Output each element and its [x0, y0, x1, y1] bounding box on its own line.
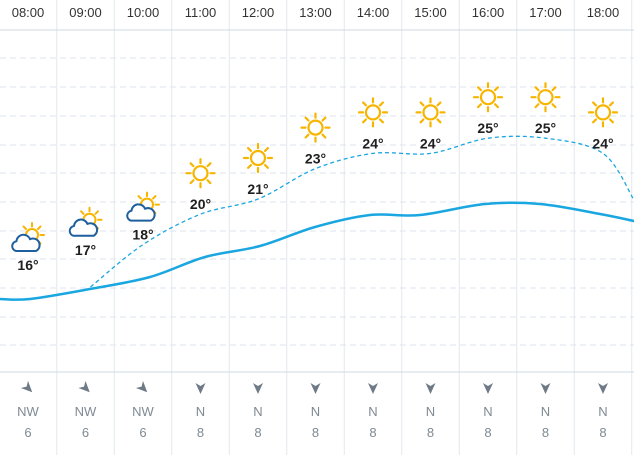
wind-arrow-icon [253, 383, 263, 394]
wind-speed-label: 6 [139, 425, 146, 440]
hour-column: 09:00 17° NW 6 [68, 5, 103, 440]
temperature-label: 16° [17, 257, 38, 273]
wind-direction-label: NW [75, 404, 97, 419]
partly-cloudy-icon [126, 191, 160, 222]
sun-icon [587, 97, 619, 128]
hour-column: 11:00 20° N 8 [185, 5, 217, 440]
partly-cloudy-icon [11, 222, 45, 252]
wind-speed-label: 6 [82, 425, 89, 440]
hour-label: 12:00 [242, 5, 275, 20]
wind-speed-label: 8 [599, 425, 606, 440]
hour-column: 15:00 24° N 8 [414, 5, 447, 440]
hour-label: 08:00 [12, 5, 45, 20]
wind-direction-label: N [598, 404, 607, 419]
temperature-curves [0, 135, 634, 301]
sun-icon [242, 142, 274, 174]
temperature-label: 25° [477, 120, 498, 136]
wind-speed-label: 8 [254, 425, 261, 440]
sun-icon [300, 112, 331, 143]
temperature-label: 24° [592, 135, 613, 151]
hour-label: 18:00 [587, 5, 620, 20]
hour-label: 14:00 [357, 5, 390, 20]
wind-arrow-icon [483, 383, 493, 394]
wind-speed-label: 8 [542, 425, 549, 440]
wind-direction-label: NW [132, 404, 154, 419]
hour-column: 16:00 25° N 8 [472, 5, 505, 440]
wind-arrow-icon [135, 380, 148, 393]
wind-direction-label: NW [17, 404, 39, 419]
wind-direction-label: N [311, 404, 320, 419]
wind-direction-label: N [196, 404, 205, 419]
hour-label: 13:00 [299, 5, 332, 20]
wind-direction-label: N [541, 404, 550, 419]
temperature-label: 24° [362, 135, 383, 151]
hour-column: 08:00 16° NW 6 [11, 5, 45, 440]
wind-direction-label: N [483, 404, 492, 419]
hour-label: 11:00 [185, 5, 217, 20]
wind-direction-label: N [368, 404, 377, 419]
hour-column: 10:00 18° NW 6 [126, 5, 160, 440]
hour-label: 17:00 [529, 5, 562, 20]
sun-icon [185, 158, 216, 189]
wind-speed-label: 8 [197, 425, 204, 440]
hour-columns: 08:00 16° NW 6 09:00 17° NW 6 10:00 18° NW 6 11:00 20… [11, 5, 620, 440]
hour-column: 18:00 24° N 8 [587, 5, 620, 440]
temperature-label: 17° [75, 242, 96, 258]
hour-column: 12:00 21° N 8 [242, 5, 275, 440]
wind-arrow-icon [195, 383, 206, 394]
wind-direction-label: N [253, 404, 262, 419]
wind-speed-label: 8 [427, 425, 434, 440]
wind-arrow-icon [598, 383, 608, 394]
temperature-label: 20° [190, 196, 211, 212]
hour-label: 09:00 [69, 5, 102, 20]
sun-icon [472, 82, 504, 113]
wind-speed-label: 8 [369, 425, 376, 440]
wind-arrow-icon [540, 383, 551, 394]
temperature-line [0, 201, 634, 301]
wind-speed-label: 8 [484, 425, 491, 440]
wind-direction-label: N [426, 404, 435, 419]
temperature-label: 25° [535, 120, 556, 136]
temperature-label: 24° [420, 135, 441, 151]
wind-arrow-icon [78, 380, 90, 393]
hour-label: 16:00 [472, 5, 505, 20]
sun-icon [357, 97, 389, 128]
temperature-label: 23° [305, 151, 326, 167]
wind-arrow-icon [368, 383, 378, 394]
hour-label: 15:00 [414, 5, 447, 20]
wind-arrow-icon [20, 380, 33, 393]
feels-like-line [90, 135, 634, 288]
hour-column: 17:00 25° N 8 [529, 5, 562, 440]
wind-speed-label: 6 [24, 425, 31, 440]
wind-speed-label: 8 [312, 425, 319, 440]
sun-icon [530, 82, 561, 113]
wind-arrow-icon [310, 383, 321, 394]
partly-cloudy-icon [68, 206, 103, 237]
temperature-label: 21° [247, 181, 268, 197]
temperature-label: 18° [132, 227, 153, 243]
sun-icon [415, 97, 446, 128]
hour-label: 10:00 [127, 5, 160, 20]
wind-arrow-icon [425, 383, 436, 394]
hour-column: 13:00 23° N 8 [299, 5, 332, 440]
hour-column: 14:00 24° N 8 [357, 5, 390, 440]
